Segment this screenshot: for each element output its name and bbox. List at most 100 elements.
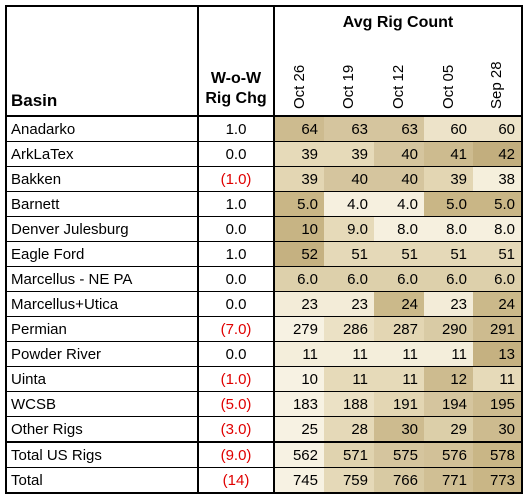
rig-count-cell: 51: [374, 241, 424, 267]
table-row: Total (14) 745 759 766 771 773: [5, 467, 523, 494]
rig-count-cell: 42: [473, 141, 523, 167]
rig-count-cell: 10: [274, 366, 324, 392]
wow-column-header-cell: W-o-W Rig Chg: [198, 5, 275, 117]
rig-count-cell: 8.0: [424, 216, 473, 242]
rig-count-cell: 40: [324, 166, 374, 192]
rig-count-cell: 39: [274, 166, 324, 192]
rig-count-cell: 11: [274, 341, 324, 367]
rig-count-cell: 12: [424, 366, 473, 392]
basin-name: Anadarko: [5, 116, 199, 142]
rig-count-cell: 64: [274, 116, 324, 142]
rig-count-cell: 11: [374, 341, 424, 367]
date-header-label: Oct 26: [290, 64, 308, 109]
rig-count-cell: 188: [324, 391, 374, 417]
basin-column-header-cell: Basin: [5, 5, 199, 117]
wow-rig-change: 0.0: [198, 216, 275, 242]
date-column-header: Oct 26: [274, 39, 324, 117]
rig-count-cell: 575: [374, 441, 424, 468]
rig-count-cell: 5.0: [473, 191, 523, 217]
avg-rig-count-title: Avg Rig Count: [274, 5, 523, 39]
date-header-label: Oct 12: [390, 64, 407, 109]
rig-count-cell: 8.0: [473, 216, 523, 242]
basin-name: Barnett: [5, 191, 199, 217]
rig-count-cell: 11: [374, 366, 424, 392]
basin-name: Bakken: [5, 166, 199, 192]
date-header-label: Oct 05: [439, 64, 457, 109]
rig-count-cell: 60: [473, 116, 523, 142]
rig-count-cell: 38: [473, 166, 523, 192]
rig-count-cell: 6.0: [274, 266, 324, 292]
rig-count-cell: 183: [274, 391, 324, 417]
rig-count-cell: 11: [324, 366, 374, 392]
rig-count-cell: 562: [274, 441, 324, 468]
wow-rig-change: (1.0): [198, 366, 275, 392]
wow-rig-change: (3.0): [198, 416, 275, 443]
table-row: Bakken (1.0) 39 40 40 39 38: [5, 166, 523, 192]
table-row: Marcellus - NE PA 0.0 6.0 6.0 6.0 6.0 6.0: [5, 266, 523, 292]
wow-header: W-o-W Rig Chg: [199, 69, 273, 115]
rig-count-cell: 23: [274, 291, 324, 317]
wow-rig-change: (7.0): [198, 316, 275, 342]
rig-count-cell: 287: [374, 316, 424, 342]
rig-count-cell: 195: [473, 391, 523, 417]
rig-count-cell: 51: [424, 241, 473, 267]
rig-count-cell: 25: [274, 416, 324, 443]
rig-count-cell: 39: [274, 141, 324, 167]
table-row: Anadarko 1.0 64 63 63 60 60: [5, 116, 523, 142]
rig-count-cell: 63: [324, 116, 374, 142]
rig-count-cell: 29: [424, 416, 473, 443]
table-row: Uinta (1.0) 10 11 11 12 11: [5, 366, 523, 392]
rig-count-cell: 40: [374, 141, 424, 167]
rig-count-cell: 6.0: [374, 266, 424, 292]
table-row: Total US Rigs (9.0) 562 571 575 576 578: [5, 441, 523, 468]
rig-count-cell: 4.0: [374, 191, 424, 217]
wow-rig-change: (5.0): [198, 391, 275, 417]
rig-count-cell: 63: [374, 116, 424, 142]
table-row: Barnett 1.0 5.0 4.0 4.0 5.0 5.0: [5, 191, 523, 217]
rig-count-cell: 290: [424, 316, 473, 342]
rig-count-cell: 10: [274, 216, 324, 242]
rig-count-cell: 41: [424, 141, 473, 167]
date-column-header: Oct 12: [374, 39, 424, 117]
rig-count-cell: 5.0: [424, 191, 473, 217]
rig-count-cell: 759: [324, 467, 374, 494]
basin-name: Marcellus - NE PA: [5, 266, 199, 292]
rig-count-cell: 23: [424, 291, 473, 317]
basin-name: Powder River: [5, 341, 199, 367]
rig-count-cell: 51: [324, 241, 374, 267]
table-row: Marcellus+Utica 0.0 23 23 24 23 24: [5, 291, 523, 317]
rig-count-cell: 194: [424, 391, 473, 417]
rig-count-cell: 6.0: [324, 266, 374, 292]
rig-count-cell: 279: [274, 316, 324, 342]
wow-rig-change: (1.0): [198, 166, 275, 192]
rig-count-cell: 24: [473, 291, 523, 317]
rig-count-cell: 51: [473, 241, 523, 267]
rig-count-cell: 13: [473, 341, 523, 367]
table-row: Denver Julesburg 0.0 10 9.0 8.0 8.0 8.0: [5, 216, 523, 242]
rig-count-cell: 30: [374, 416, 424, 443]
date-column-header: Oct 05: [424, 39, 473, 117]
rig-count-table: Basin W-o-W Rig Chg Avg Rig Count Oct 26…: [5, 5, 523, 494]
rig-count-cell: 11: [473, 366, 523, 392]
wow-header-line2: Rig Chg: [205, 90, 267, 107]
rig-count-cell: 4.0: [324, 191, 374, 217]
rig-count-cell: 60: [424, 116, 473, 142]
rig-count-cell: 745: [274, 467, 324, 494]
rig-count-cell: 191: [374, 391, 424, 417]
rig-count-cell: 9.0: [324, 216, 374, 242]
wow-header-line1: W-o-W: [210, 70, 262, 87]
wow-rig-change: 1.0: [198, 241, 275, 267]
rig-count-cell: 40: [374, 166, 424, 192]
table-row: ArkLaTex 0.0 39 39 40 41 42: [5, 141, 523, 167]
rig-count-cell: 5.0: [274, 191, 324, 217]
rig-count-cell: 30: [473, 416, 523, 443]
date-column-header: Sep 28: [473, 39, 523, 117]
basin-name: Total US Rigs: [5, 441, 199, 468]
rig-count-cell: 11: [324, 341, 374, 367]
wow-rig-change: 0.0: [198, 266, 275, 292]
rig-count-cell: 52: [274, 241, 324, 267]
table-row: Eagle Ford 1.0 52 51 51 51 51: [5, 241, 523, 267]
basin-name: Other Rigs: [5, 416, 199, 443]
rig-count-cell: 6.0: [473, 266, 523, 292]
rig-count-cell: 39: [324, 141, 374, 167]
